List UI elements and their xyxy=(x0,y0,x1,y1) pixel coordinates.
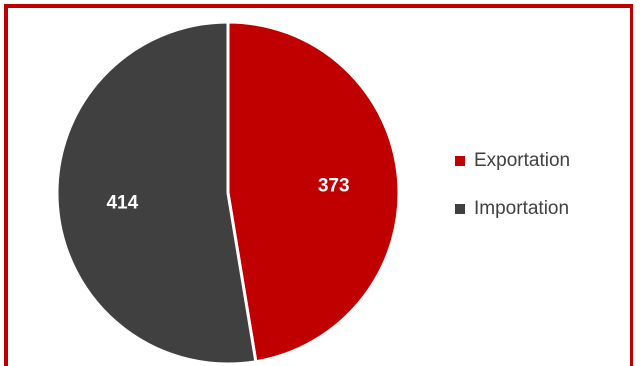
chart-legend: Exportation Importation xyxy=(455,149,570,245)
pie-data-labels: 373 414 xyxy=(106,175,349,213)
pie-slices xyxy=(55,20,401,365)
legend-item-importation: Importation xyxy=(455,197,570,221)
legend-swatch-exportation xyxy=(455,156,465,166)
data-label-importation: 414 xyxy=(106,193,138,214)
legend-label-importation: Importation xyxy=(474,198,570,219)
legend-label-exportation: Exportation xyxy=(474,150,571,171)
legend-swatch-importation xyxy=(455,204,465,214)
pie-slice-exportation xyxy=(226,20,401,364)
data-label-exportation: 373 xyxy=(318,175,350,196)
legend-item-exportation: Exportation xyxy=(455,149,570,173)
pie-slice-importation xyxy=(55,20,258,365)
